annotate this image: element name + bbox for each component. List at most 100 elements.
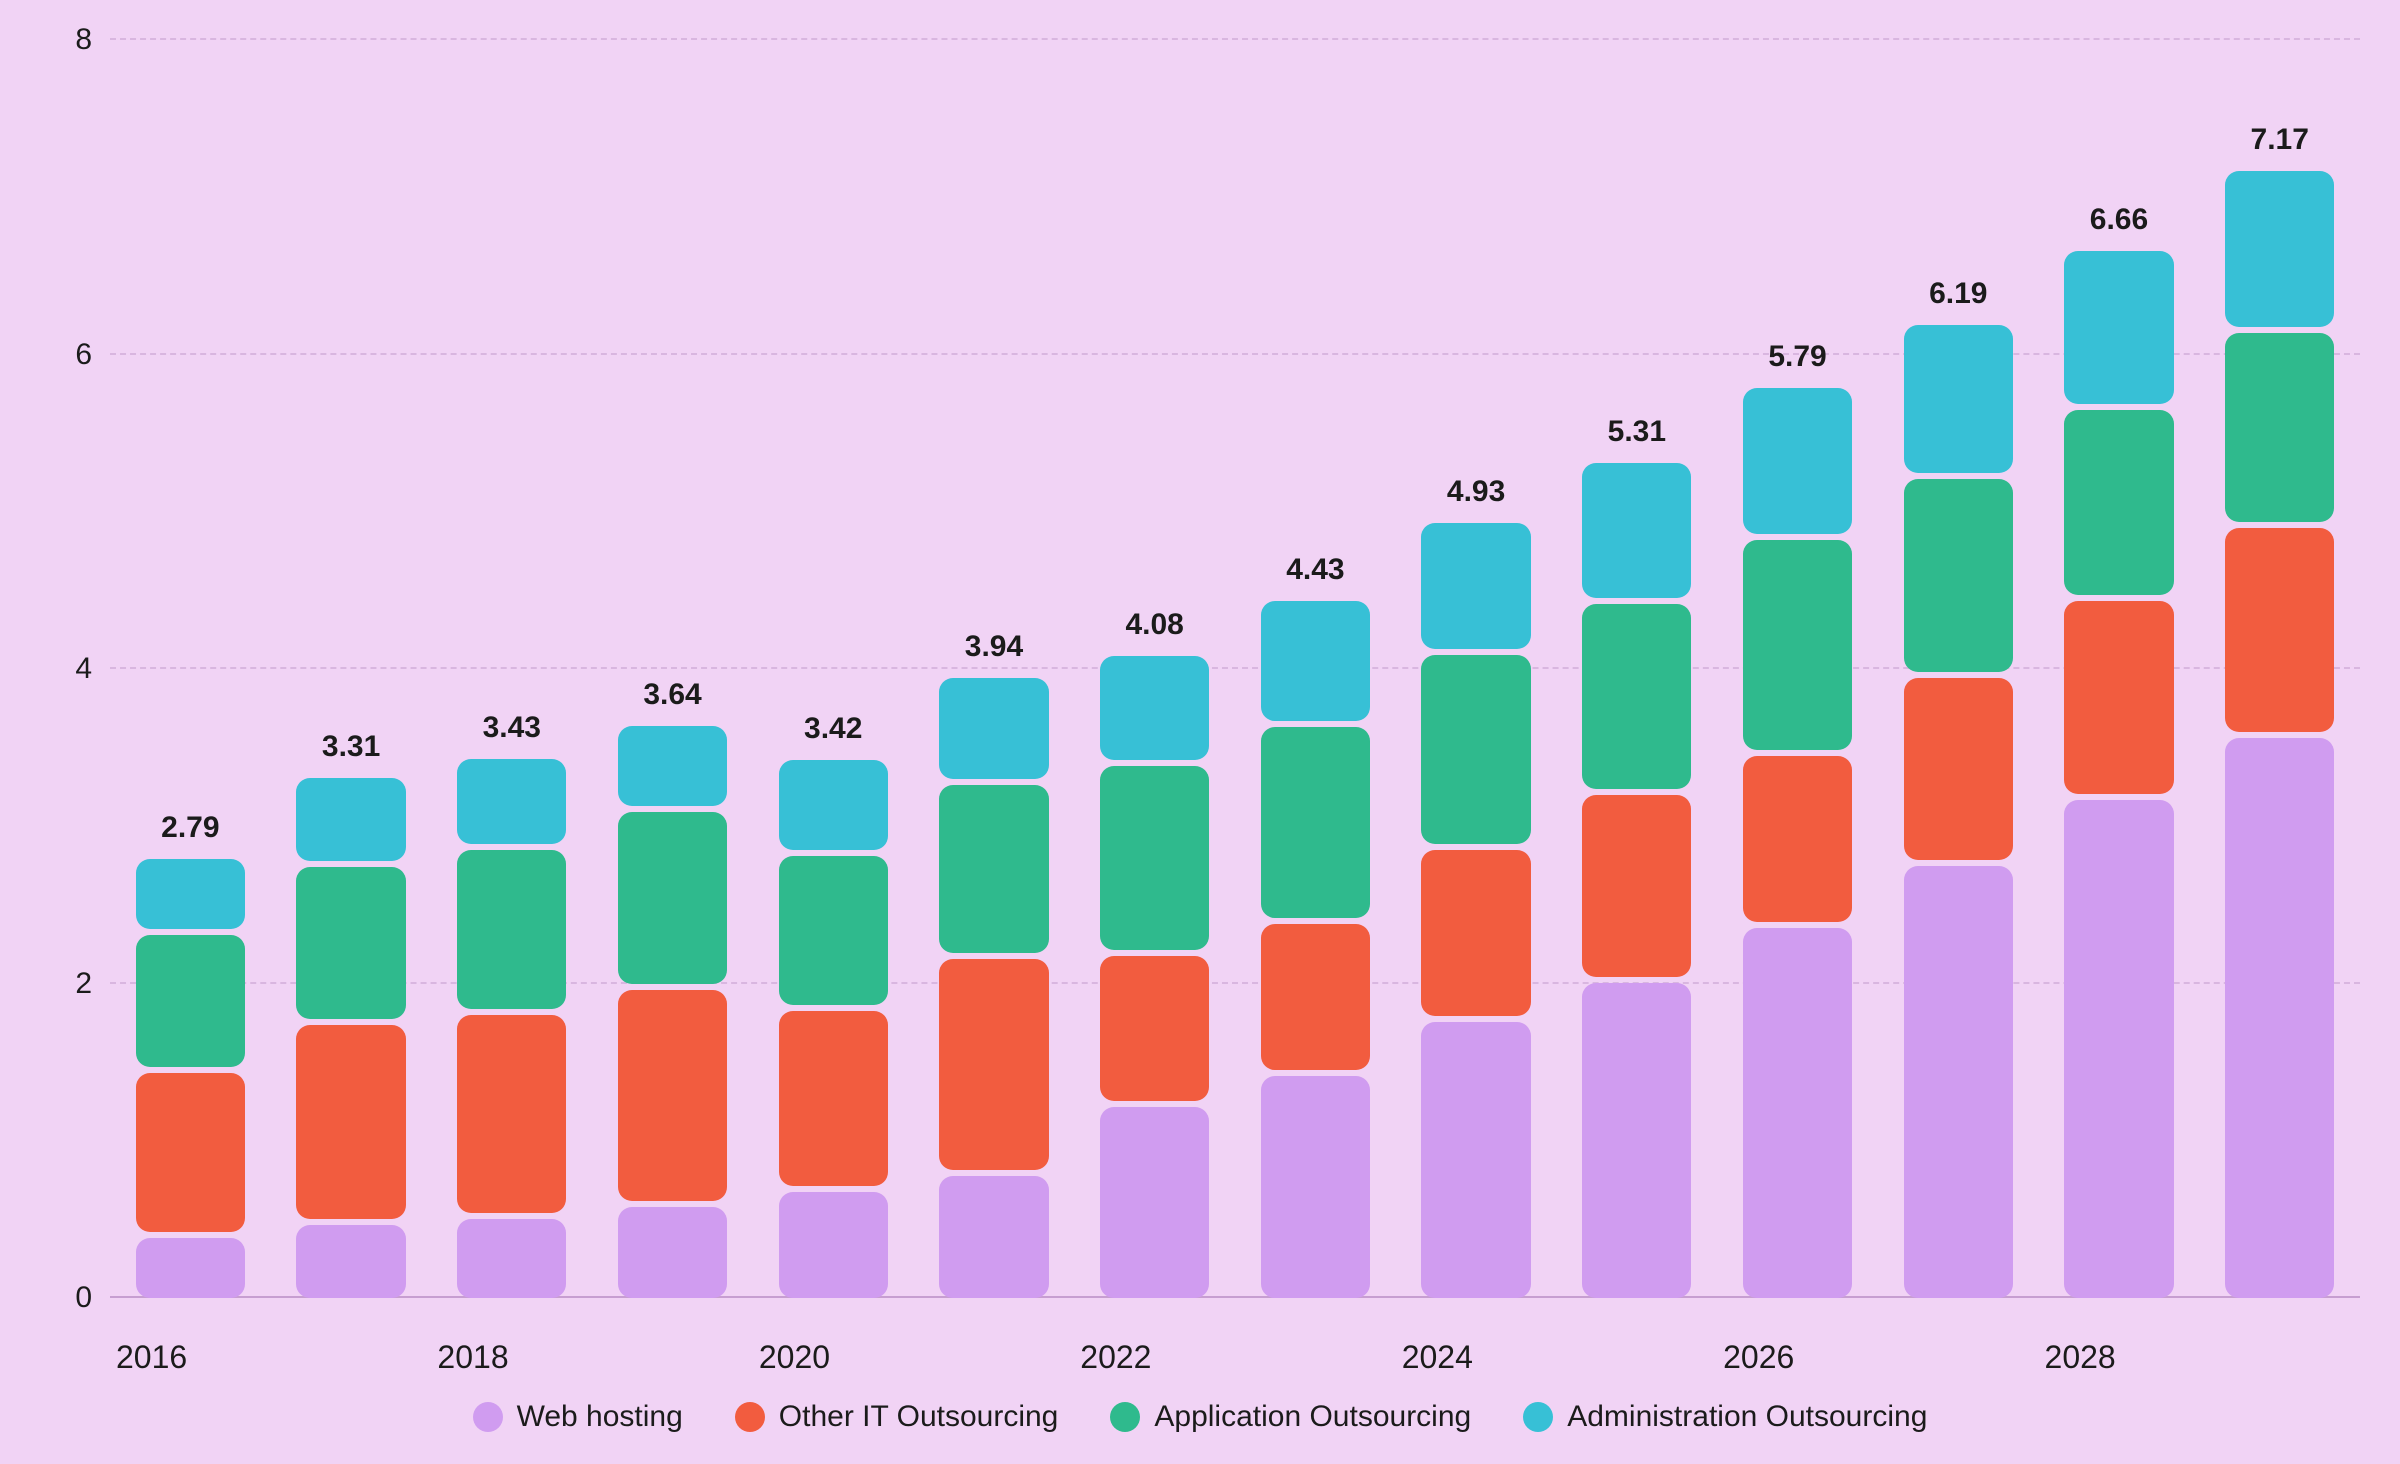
bar-total-label: 2.79 — [161, 811, 219, 845]
legend-item: Other IT Outsourcing — [735, 1400, 1059, 1434]
bar-segment-web_hosting — [618, 1207, 727, 1298]
bar-stack — [296, 778, 405, 1298]
bar-segment-admin_outsourcing — [1100, 656, 1209, 760]
legend-swatch — [473, 1402, 503, 1432]
bar-slot: 6.19 — [1878, 40, 2039, 1298]
y-tick-label: 8 — [75, 23, 92, 57]
bar-segment-app_outsourcing — [2225, 333, 2334, 522]
bar-stack — [2064, 251, 2173, 1298]
bar-total-label: 6.19 — [1929, 277, 1987, 311]
plot-area: 2.793.313.433.643.423.944.084.434.935.31… — [110, 40, 2360, 1298]
bar-segment-admin_outsourcing — [457, 759, 566, 844]
bar-segment-admin_outsourcing — [1904, 325, 2013, 473]
legend-label: Administration Outsourcing — [1567, 1400, 1927, 1434]
bar-segment-web_hosting — [939, 1176, 1048, 1298]
bar-segment-other_it — [136, 1073, 245, 1231]
bar-segment-other_it — [2225, 528, 2334, 732]
y-tick-label: 2 — [75, 967, 92, 1001]
x-axis-labels: 2016201820202022202420262028 — [110, 1298, 2360, 1388]
bar-segment-app_outsourcing — [779, 856, 888, 1005]
bar-stack — [1582, 463, 1691, 1298]
y-tick-label: 6 — [75, 338, 92, 372]
bar-segment-other_it — [618, 990, 727, 1200]
stacked-bar-chart: 02468 2.793.313.433.643.423.944.084.434.… — [0, 0, 2400, 1464]
bars-layer: 2.793.313.433.643.423.944.084.434.935.31… — [110, 40, 2360, 1298]
legend: Web hosting Other IT Outsourcing Applicati… — [40, 1388, 2360, 1434]
plot-row: 02468 2.793.313.433.643.423.944.084.434.… — [40, 40, 2360, 1298]
x-tick-label: 2018 — [431, 1298, 752, 1388]
bar-stack — [136, 859, 245, 1298]
bar-segment-other_it — [1582, 795, 1691, 977]
bar-segment-app_outsourcing — [618, 812, 727, 984]
bar-segment-web_hosting — [1582, 983, 1691, 1298]
x-tick-label: 2022 — [1074, 1298, 1395, 1388]
bar-stack — [1100, 656, 1209, 1298]
bar-stack — [618, 726, 727, 1298]
bar-segment-app_outsourcing — [457, 850, 566, 1010]
bar-segment-other_it — [457, 1015, 566, 1213]
bar-slot: 6.66 — [2039, 40, 2200, 1298]
bar-segment-admin_outsourcing — [779, 760, 888, 850]
x-tick-label: 2026 — [1717, 1298, 2038, 1388]
bar-segment-other_it — [1261, 924, 1370, 1070]
legend-label: Application Outsourcing — [1154, 1400, 1471, 1434]
bar-segment-admin_outsourcing — [2225, 171, 2334, 327]
bar-total-label: 7.17 — [2251, 123, 2309, 157]
bar-slot: 4.93 — [1396, 40, 1557, 1298]
bar-slot: 3.94 — [914, 40, 1075, 1298]
bar-segment-other_it — [1743, 756, 1852, 922]
bar-segment-app_outsourcing — [1261, 727, 1370, 918]
bar-slot: 5.79 — [1717, 40, 1878, 1298]
legend-label: Web hosting — [517, 1400, 683, 1434]
bar-slot: 3.31 — [271, 40, 432, 1298]
bar-segment-web_hosting — [457, 1219, 566, 1298]
bar-total-label: 3.42 — [804, 712, 862, 746]
bar-segment-admin_outsourcing — [1421, 523, 1530, 649]
x-axis: 2016201820202022202420262028 — [40, 1298, 2360, 1388]
bar-total-label: 3.64 — [643, 678, 701, 712]
bar-total-label: 6.66 — [2090, 203, 2148, 237]
bar-slot: 4.08 — [1074, 40, 1235, 1298]
bar-segment-admin_outsourcing — [1261, 601, 1370, 720]
bar-stack — [1904, 325, 2013, 1298]
bar-slot: 4.43 — [1235, 40, 1396, 1298]
bar-segment-web_hosting — [1421, 1022, 1530, 1298]
bar-segment-app_outsourcing — [1582, 604, 1691, 789]
bar-segment-app_outsourcing — [1904, 479, 2013, 672]
bar-slot: 3.43 — [431, 40, 592, 1298]
bar-segment-app_outsourcing — [939, 785, 1048, 953]
bar-segment-other_it — [296, 1025, 405, 1219]
bar-segment-app_outsourcing — [296, 867, 405, 1019]
bar-segment-app_outsourcing — [1743, 540, 1852, 750]
bar-stack — [1743, 388, 1852, 1298]
bar-segment-admin_outsourcing — [1582, 463, 1691, 598]
legend-swatch — [735, 1402, 765, 1432]
bar-segment-web_hosting — [1261, 1076, 1370, 1298]
bar-segment-admin_outsourcing — [136, 859, 245, 928]
bar-segment-app_outsourcing — [2064, 410, 2173, 595]
bar-total-label: 4.08 — [1125, 608, 1183, 642]
bar-segment-web_hosting — [1743, 928, 1852, 1298]
x-tick-label: 2028 — [2039, 1298, 2360, 1388]
bar-total-label: 4.93 — [1447, 475, 1505, 509]
bar-segment-web_hosting — [1100, 1107, 1209, 1298]
bar-segment-other_it — [779, 1011, 888, 1186]
bar-stack — [779, 760, 888, 1298]
bar-segment-web_hosting — [296, 1225, 405, 1298]
bar-slot: 3.64 — [592, 40, 753, 1298]
bar-total-label: 3.94 — [965, 630, 1023, 664]
bar-segment-app_outsourcing — [1421, 655, 1530, 844]
bar-total-label: 5.79 — [1768, 340, 1826, 374]
bar-stack — [2225, 171, 2334, 1298]
legend-swatch — [1523, 1402, 1553, 1432]
bar-segment-admin_outsourcing — [296, 778, 405, 862]
bar-segment-app_outsourcing — [1100, 766, 1209, 949]
legend-label: Other IT Outsourcing — [779, 1400, 1059, 1434]
bar-total-label: 3.43 — [483, 711, 541, 745]
bar-segment-app_outsourcing — [136, 935, 245, 1068]
bar-segment-admin_outsourcing — [939, 678, 1048, 779]
bar-slot: 2.79 — [110, 40, 271, 1298]
legend-item: Application Outsourcing — [1110, 1400, 1471, 1434]
bar-segment-other_it — [939, 959, 1048, 1170]
y-tick-label: 0 — [75, 1281, 92, 1315]
